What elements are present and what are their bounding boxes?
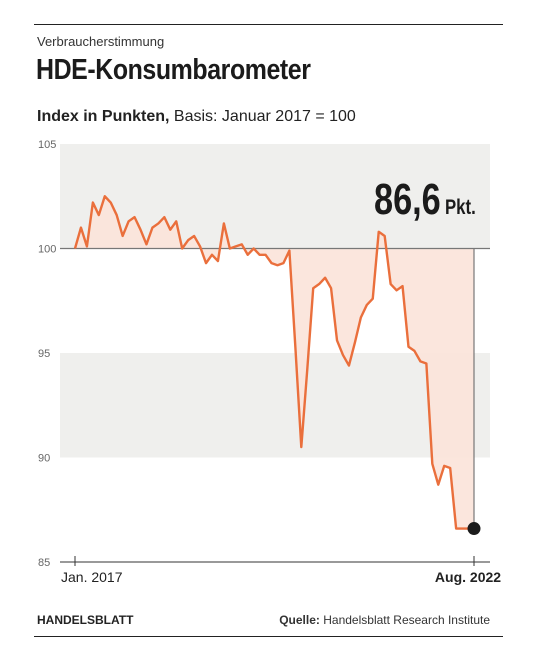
source-credit: Quelle: Handelsblatt Research Institute (279, 613, 490, 627)
source-text: Handelsblatt Research Institute (319, 613, 490, 627)
subtitle-rest: Basis: Januar 2017 = 100 (169, 108, 356, 125)
y-tick-label: 95 (38, 348, 50, 360)
x-tick-label: Aug. 2022 (435, 569, 501, 585)
shaded-band-1 (60, 353, 490, 458)
kicker: Verbraucherstimmung (37, 34, 165, 49)
annotation-unit: Pkt. (445, 196, 476, 219)
source-label: Quelle: (279, 613, 320, 627)
x-tick-label: Jan. 2017 (61, 569, 123, 585)
series-line (73, 195, 474, 530)
brand-label: HANDELSBLATT (37, 613, 134, 627)
chart-subtitle: Index in Punkten, Basis: Januar 2017 = 1… (37, 108, 356, 126)
annotation-value: 86,6 (374, 175, 441, 224)
top-rule (34, 24, 503, 25)
subtitle-bold: Index in Punkten, (37, 108, 170, 125)
final-value-dot (467, 522, 481, 536)
y-tick-label: 90 (38, 453, 50, 465)
bottom-rule (34, 636, 503, 637)
y-tick-label: 100 (38, 244, 56, 256)
chart-title: HDE-Konsumbarometer (36, 54, 311, 86)
y-tick-label: 85 (38, 557, 50, 569)
y-tick-label: 105 (38, 139, 56, 151)
